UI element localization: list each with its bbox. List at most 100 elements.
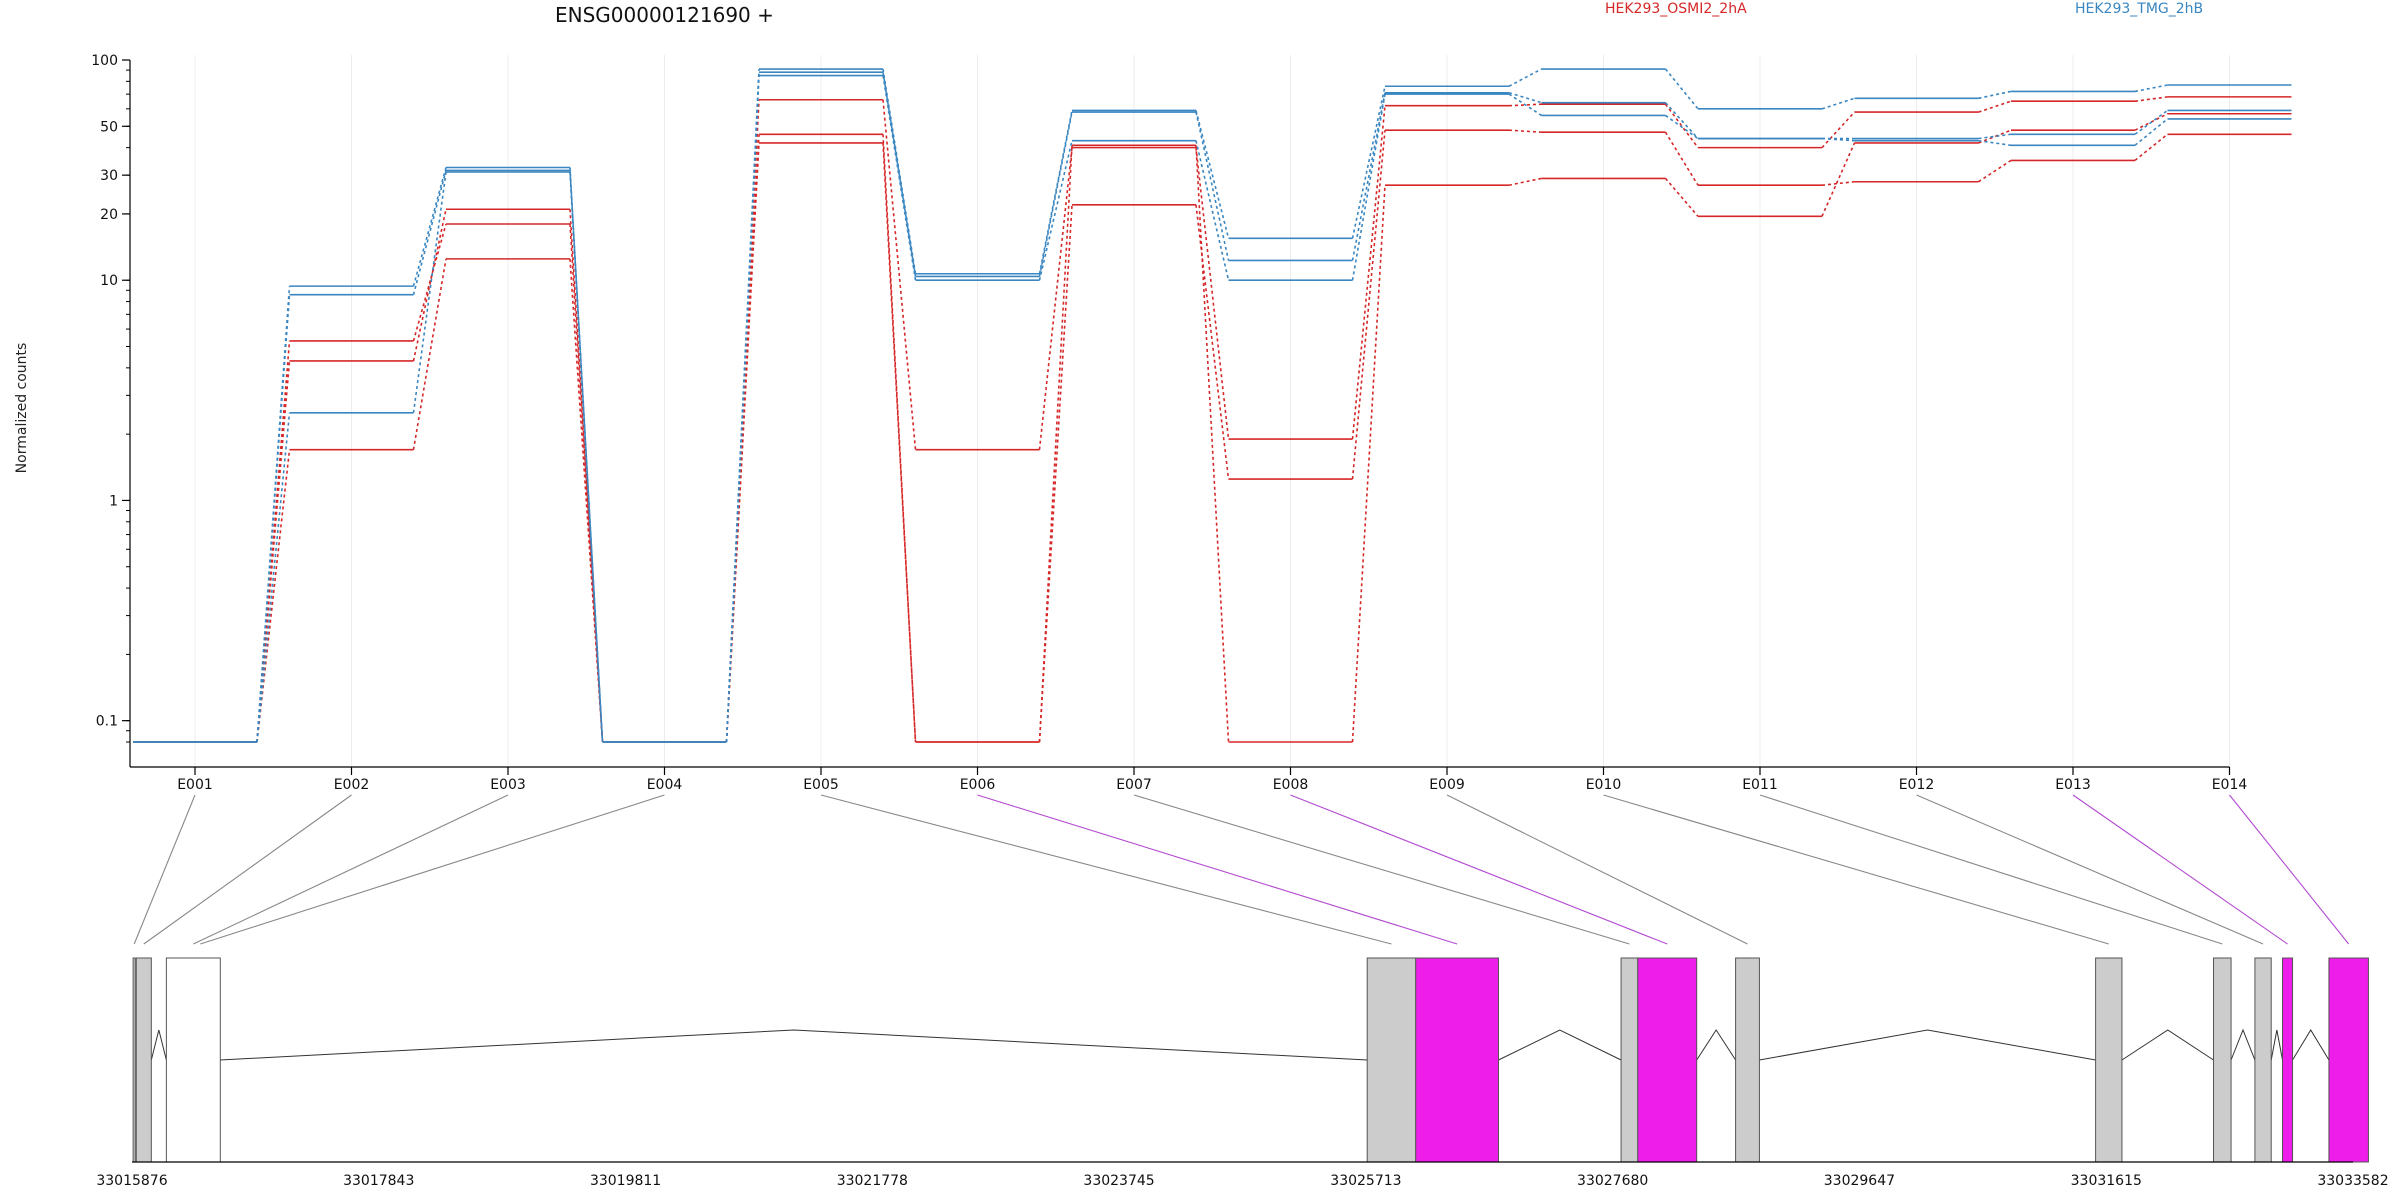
intron-line: [1759, 1029, 2096, 1061]
series-connector: [1508, 68, 1542, 87]
series-connector: [1665, 114, 1699, 140]
series-connector: [1664, 68, 1699, 110]
series-connector: [1821, 137, 1855, 142]
coord-label: 33015876: [96, 1173, 167, 1189]
series-connector: [1664, 102, 1699, 140]
series-connector: [1508, 177, 1542, 187]
coord-label: 33017843: [343, 1173, 414, 1189]
series-connector: [1351, 105, 1386, 440]
connector-line-e012: [1916, 794, 2264, 945]
series-connector: [1351, 92, 1386, 261]
series-connector: [412, 258, 447, 450]
legend-label-tmg: HEK293_TMG_2hB: [2075, 1, 2203, 17]
exon-box-e003: [165, 957, 221, 1163]
series-connector: [725, 142, 760, 743]
coord-label: 33033582: [2317, 1173, 2388, 1189]
exon-box-e008: [1637, 957, 1698, 1163]
series-connector: [1978, 100, 2012, 113]
series-connector: [882, 68, 917, 274]
series-connector: [2134, 96, 2168, 102]
x-tick-label-e004: E004: [647, 777, 683, 793]
y-tick-label: 100: [91, 53, 118, 69]
x-tick-label-e003: E003: [490, 777, 526, 793]
series-connector: [725, 72, 760, 743]
series-connector: [1664, 131, 1699, 186]
series-connector: [1038, 110, 1073, 274]
y-tick-label: 0.1: [96, 714, 118, 730]
y-tick-label: 1: [109, 493, 118, 509]
series-connector: [1664, 177, 1699, 217]
intron-line: [1498, 1029, 1622, 1061]
x-tick-label-e014: E014: [2212, 777, 2248, 793]
connector-line-e002: [143, 794, 352, 945]
exon-box-e007: [1620, 957, 1639, 1163]
x-tick-label-e009: E009: [1429, 777, 1465, 793]
x-tick-label-e005: E005: [803, 777, 839, 793]
series-connector: [882, 99, 917, 450]
x-tick-label-e001: E001: [177, 777, 213, 793]
series-connector: [1038, 145, 1073, 743]
genomic-coordinate-axis: 33015876 33017843 33019811 33021778 33023745…: [96, 1161, 2389, 1189]
series-connector: [1038, 111, 1073, 277]
vertical-gridlines: [194, 55, 2230, 767]
exon-axis: E001 E002 E003 E004 E005 E006 E007 E008 E009 E010…: [130, 766, 2248, 793]
series-lines: [133, 68, 2292, 743]
series-connector: [1821, 180, 1855, 187]
series-connector: [1351, 86, 1386, 239]
series-connector: [2134, 118, 2169, 146]
y-axis: 100 50 30 20 10 1 0.1: [91, 53, 131, 767]
series-connector: [1038, 147, 1073, 450]
connector-line-e011: [1759, 794, 2223, 945]
x-tick-label-e006: E006: [960, 777, 996, 793]
legend-label-osmi2: HEK293_OSMI2_2hA: [1605, 1, 1747, 17]
series-connector: [412, 223, 447, 342]
exon-box-e013: [2282, 957, 2294, 1163]
connector-line-e008: [1290, 794, 1668, 945]
x-tick-label-e010: E010: [1586, 777, 1622, 793]
series-connector: [1821, 111, 1856, 149]
coord-label: 33031615: [2071, 1173, 2142, 1189]
series-connector: [1351, 185, 1386, 743]
coord-label: 33019811: [590, 1173, 661, 1189]
exon-box-e011: [2213, 957, 2232, 1163]
series-connector: [1508, 93, 1542, 117]
gene-model: [132, 957, 2369, 1163]
series-connector: [1978, 129, 2012, 144]
connector-line-e006: [977, 794, 1458, 945]
series-connector: [1195, 140, 1230, 281]
connector-line-e007: [1133, 794, 1630, 945]
coord-label: 33027680: [1577, 1173, 1648, 1189]
series-connector: [2134, 109, 2168, 135]
series-connector: [569, 171, 604, 743]
series-connector: [1978, 159, 2012, 183]
series-connector: [1664, 103, 1699, 149]
series-connector: [1821, 97, 1855, 110]
series-connector: [1978, 90, 2012, 100]
series-connector: [1038, 140, 1073, 281]
y-tick-label: 10: [100, 273, 118, 289]
coord-label: 33025713: [1330, 1173, 1401, 1189]
exon-box-e014: [2328, 957, 2369, 1163]
series-connector: [725, 75, 760, 743]
series-connector: [882, 72, 917, 277]
x-tick-label-e013: E013: [2055, 777, 2091, 793]
y-tick-label: 50: [100, 119, 118, 135]
exon-box-e005: [1366, 957, 1417, 1163]
y-tick-label: 20: [100, 207, 118, 223]
exon-connectors: [133, 794, 2350, 945]
series-connector: [882, 142, 917, 743]
series-connector: [1195, 111, 1230, 261]
coord-label: 33029647: [1824, 1173, 1895, 1189]
series-connector: [1195, 110, 1230, 239]
series-connector: [412, 171, 447, 413]
series-connector: [2134, 84, 2168, 93]
exon-box-e010: [2095, 957, 2123, 1163]
connector-line-e010: [1603, 794, 2109, 945]
series-connector: [412, 209, 447, 362]
intron-line: [150, 1029, 167, 1061]
exon-box-e012: [2254, 957, 2272, 1163]
x-tick-label-e002: E002: [334, 777, 370, 793]
series-connector: [1195, 204, 1230, 480]
connector-line-e003: [193, 794, 509, 945]
y-axis-label: Normalized counts: [14, 343, 30, 474]
